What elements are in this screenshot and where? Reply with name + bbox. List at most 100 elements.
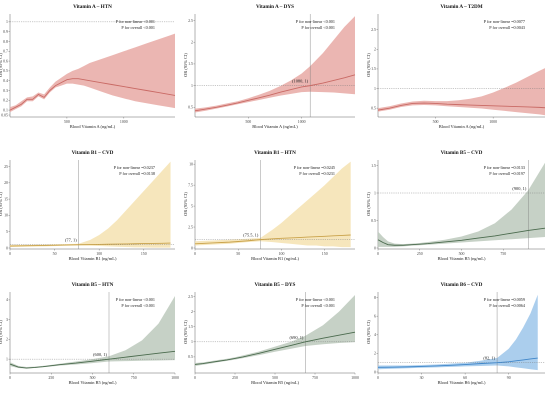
x-tick-label: 1000 (351, 376, 359, 380)
chart-panel-2: Vitamin A – DYS (1080, 1) P for non-linear… (183, 4, 356, 129)
or-line (377, 102, 546, 111)
chart-title: Vitamin B5 – HTN (72, 282, 114, 288)
y-tick-label: 0.8 (3, 40, 8, 44)
x-tick-label: 500 (459, 252, 465, 256)
p-value-annotation: P for non-linear =0.0133 (484, 165, 525, 170)
p-value-annotation: P for overall =0.0043 (489, 25, 525, 30)
y-tick-label: 2.5 (188, 295, 193, 299)
or-line (9, 78, 176, 111)
y-tick-label: 15 (4, 197, 8, 201)
y-tick-label: 6 (374, 314, 376, 318)
p-value-annotation: P for overall <0.001 (301, 25, 335, 30)
confidence-band (195, 295, 355, 366)
x-axis-label: Blood Vitamin A (ng/mL) (439, 124, 485, 129)
chart-panel-6: Vitamin B5 – CVD (900, 1) P for non-linear… (366, 150, 546, 261)
or-line (194, 331, 356, 365)
y-tick-label: 0.2 (3, 99, 8, 103)
x-tick-label: 90 (507, 376, 511, 380)
confidence-band (195, 161, 351, 248)
intersection-label: (600, 1) (93, 352, 107, 358)
chart-panel-7: Vitamin B5 – HTN (600, 1) P for non-linear… (0, 282, 179, 385)
y-tick-label: 3 (6, 318, 8, 322)
x-tick-label: 750 (500, 252, 506, 256)
x-tick-label: 1000 (489, 120, 497, 124)
p-value-annotation: P for non-linear <0.001 (296, 19, 335, 24)
or-line (377, 227, 546, 246)
chart-panel-3: Vitamin A – T2DM P for non-linear =0.0077… (366, 4, 546, 129)
x-axis-label: Blood Vitamin B1 (ng/mL) (69, 256, 117, 261)
y-tick-label: 4 (6, 298, 8, 302)
y-tick-label: 2.5 (188, 225, 193, 229)
p-value-annotation: P for overall <0.001 (121, 303, 155, 308)
x-tick-label: 750 (131, 376, 137, 380)
y-tick-label: 1.5 (371, 67, 376, 71)
y-tick-label: 2 (191, 41, 193, 45)
intersection-label: (900, 1) (512, 186, 526, 192)
y-tick-label: 0 (374, 246, 376, 250)
y-tick-label: 0.7 (3, 50, 8, 54)
or-line (9, 242, 171, 247)
confidence-band (10, 161, 171, 248)
x-tick-label: 1000 (120, 120, 128, 124)
p-value-annotation: P for non-linear =0.0077 (484, 19, 525, 24)
y-axis-label: OR (95% CI) (0, 320, 3, 344)
y-tick-label: 1 (6, 20, 8, 24)
p-value-annotation: P for overall =0.0064 (489, 303, 526, 308)
chart-panel-9: Vitamin B6 – CVD (82, 1) P for non-linear … (366, 282, 545, 385)
confidence-band (378, 68, 545, 116)
y-axis-label: OR (95% CI) (183, 320, 188, 344)
y-tick-label: 2 (374, 48, 376, 52)
x-tick-label: 0 (194, 376, 196, 380)
x-tick-label: 250 (417, 252, 423, 256)
y-tick-label: 0.5 (188, 355, 193, 359)
x-tick-label: 250 (48, 376, 54, 380)
y-tick-label: 0 (191, 246, 193, 250)
y-tick-label: 0.5 (188, 106, 193, 110)
chart-title: Vitamin B5 – CVD (441, 150, 483, 156)
x-tick-label: 0 (377, 252, 379, 256)
y-tick-label: 1 (374, 87, 376, 91)
y-tick-label: 1 (6, 357, 8, 361)
y-tick-label: 4 (374, 333, 376, 337)
y-tick-label: 0.6 (3, 59, 8, 63)
y-tick-label: 0.3 (3, 89, 8, 93)
x-tick-label: 0 (377, 376, 379, 380)
y-tick-label: 1.5 (188, 325, 193, 329)
y-axis-label: OR (95% CI) (0, 192, 3, 216)
x-tick-label: 500 (272, 376, 278, 380)
y-tick-label: 0.5 (371, 219, 376, 223)
x-tick-label: 100 (96, 252, 102, 256)
y-tick-label: 0.5 (3, 69, 8, 73)
y-tick-label: 10 (4, 214, 8, 218)
x-tick-label: 50 (53, 252, 57, 256)
chart-title: Vitamin B1 – HTN (254, 150, 296, 156)
y-tick-label: 7.5 (188, 183, 193, 187)
y-axis-label: OR (95% CI) (183, 192, 188, 216)
y-tick-label: 0.4 (3, 79, 8, 83)
or-line (377, 357, 538, 368)
x-tick-label: 30 (420, 376, 424, 380)
y-tick-label: 10 (189, 162, 193, 166)
y-tick-label: 1.5 (371, 164, 376, 168)
y-tick-label: 0.1 (3, 108, 8, 112)
p-value-annotation: P for non-linear <0.001 (296, 297, 335, 302)
x-tick-label: 500 (90, 376, 96, 380)
p-value-annotation: P for non-linear <0.001 (116, 19, 155, 24)
x-tick-label: 250 (232, 376, 238, 380)
confidence-band (195, 16, 355, 113)
p-value-annotation: P for overall <0.001 (121, 25, 155, 30)
p-value-annotation: P for non-linear <0.001 (116, 297, 155, 302)
y-tick-label: 20 (4, 181, 8, 185)
y-axis-label: OR (95% CI) (0, 53, 3, 77)
p-value-annotation: P for overall =0.0231 (299, 171, 335, 176)
p-value-annotation: P for non-linear =0.0059 (484, 297, 525, 302)
p-value-annotation: P for overall <0.001 (301, 303, 335, 308)
y-tick-label: 0 (6, 246, 8, 250)
y-axis-label: OR (95% CI) (366, 320, 371, 344)
x-axis-label: Blood Vitamin B5 (ng/mL) (69, 380, 117, 385)
x-tick-label: 0 (9, 376, 11, 380)
y-tick-label: 1 (374, 191, 376, 195)
y-tick-label: 1.5 (188, 62, 193, 66)
x-tick-label: 0 (194, 252, 196, 256)
